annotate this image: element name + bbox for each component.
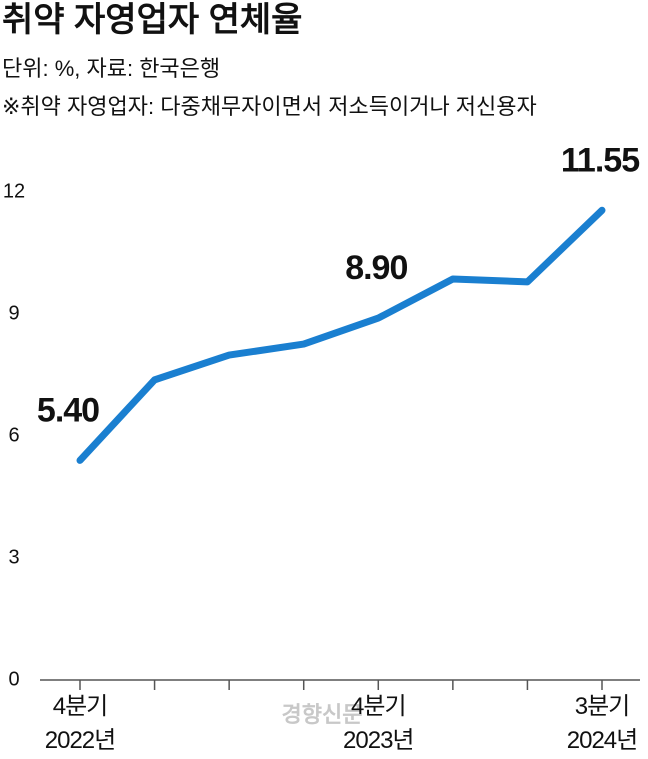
- data-line: [76, 206, 606, 464]
- data-label: 11.55: [561, 141, 639, 179]
- data-label: 5.40: [37, 391, 99, 429]
- y-tick-label: 0: [8, 668, 19, 690]
- note: ※취약 자영업자: 다중채무자이면서 저소득이거나 저신용자: [2, 94, 537, 119]
- x-tick-label: 4분기 2022년: [44, 693, 116, 754]
- y-tick-label: 9: [8, 302, 19, 324]
- x-tick-label: 3분기 2024년: [566, 693, 638, 754]
- data-label: 8.90: [345, 249, 407, 287]
- watermark: 경향신문: [282, 702, 363, 727]
- y-tick-label: 6: [8, 424, 19, 446]
- chart-title: 취약 자영업자 연체율: [2, 1, 302, 39]
- x-tick-label: 4분기 2023년: [343, 693, 414, 754]
- subtitle: 단위: %, 자료: 한국은행: [2, 56, 220, 81]
- y-tick-label: 3: [8, 546, 19, 568]
- y-tick-label: 12: [3, 180, 25, 202]
